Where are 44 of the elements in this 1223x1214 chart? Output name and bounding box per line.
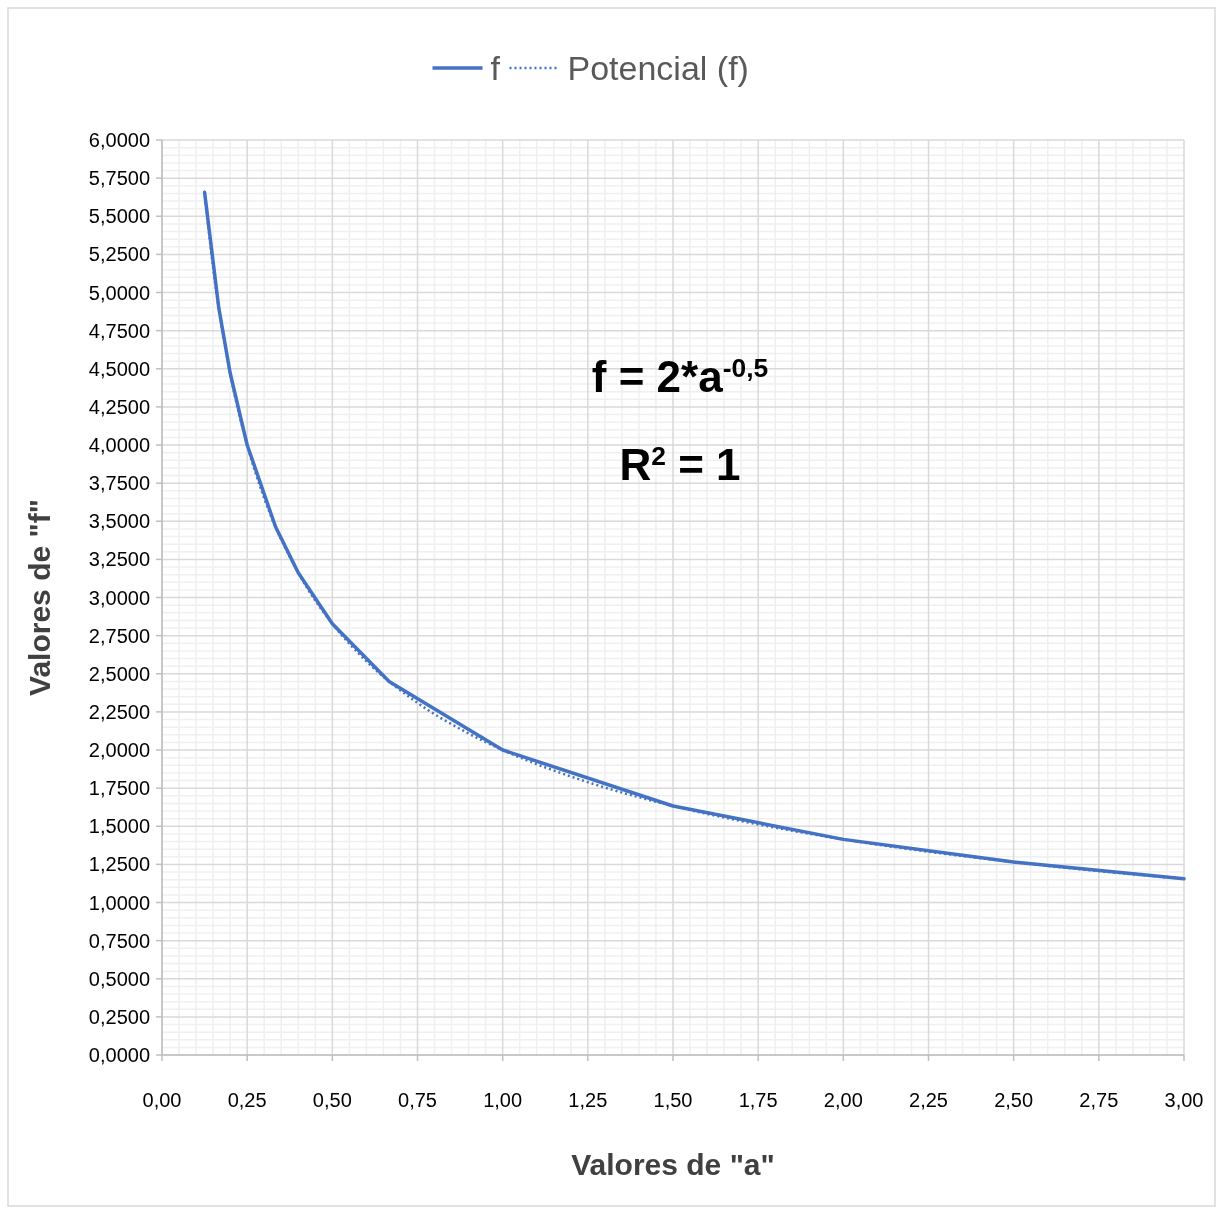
x-tick-label: 0,50: [312, 1089, 352, 1111]
annotation: f = 2*a$^{-0,5}$: [591, 352, 769, 401]
y-tick-label: 3,7500: [88, 472, 150, 495]
y-tick-label: 5,2500: [88, 243, 150, 266]
y-tick-label: 4,5000: [88, 357, 150, 380]
annotation: R$^{2}$ = 1: [619, 440, 741, 489]
y-tick-label: 5,5000: [88, 205, 150, 228]
y-axis-title: Valores de "f": [23, 499, 56, 696]
x-tick-label: 2,25: [909, 1089, 948, 1111]
x-tick-label: 0,00: [142, 1089, 182, 1111]
y-tick-label: 0,5000: [88, 967, 150, 990]
y-tick-label: 0,0000: [88, 1044, 150, 1066]
y-tick-label: 2,5000: [88, 662, 150, 685]
y-tick-label: 0,2500: [88, 1005, 150, 1028]
y-tick-label: 5,7500: [88, 167, 150, 190]
y-tick-label: 2,0000: [88, 739, 150, 761]
legend-label: f: [490, 48, 501, 87]
y-tick-label: 2,2500: [88, 700, 150, 723]
y-tick-label: 3,2500: [88, 548, 150, 571]
x-tick-label: 1,00: [483, 1089, 523, 1111]
x-tick-label: 3,00: [1164, 1089, 1204, 1111]
x-tick-label: 2,00: [823, 1089, 863, 1111]
x-tick-label: 0,25: [227, 1089, 267, 1111]
y-tick-label: 6,0000: [88, 129, 150, 151]
y-tick-label: 0,7500: [88, 929, 150, 952]
x-tick-label: 1,50: [653, 1089, 693, 1111]
y-tick-label: 4,2500: [88, 395, 150, 418]
y-tick-label: 4,7500: [88, 319, 150, 342]
x-tick-label: 0,75: [398, 1089, 437, 1111]
y-tick-label: 1,7500: [88, 777, 150, 800]
y-tick-label: 4,0000: [88, 434, 150, 456]
y-tick-label: 2,7500: [88, 624, 150, 647]
x-tick-label: 2,75: [1079, 1089, 1119, 1111]
x-axis-title: Valores de "a": [571, 1148, 775, 1181]
y-tick-label: 3,0000: [88, 586, 150, 609]
y-tick-label: 1,5000: [88, 815, 150, 838]
y-tick-label: 1,2500: [88, 853, 150, 876]
x-tick-label: 1,25: [568, 1089, 608, 1111]
legend-label: Potencial (f): [567, 48, 749, 87]
y-tick-label: 5,0000: [88, 281, 150, 304]
y-tick-label: 3,5000: [88, 510, 150, 533]
x-tick-label: 2,50: [994, 1089, 1034, 1111]
x-tick-label: 1,75: [738, 1089, 778, 1111]
y-tick-label: 1,0000: [88, 891, 150, 914]
